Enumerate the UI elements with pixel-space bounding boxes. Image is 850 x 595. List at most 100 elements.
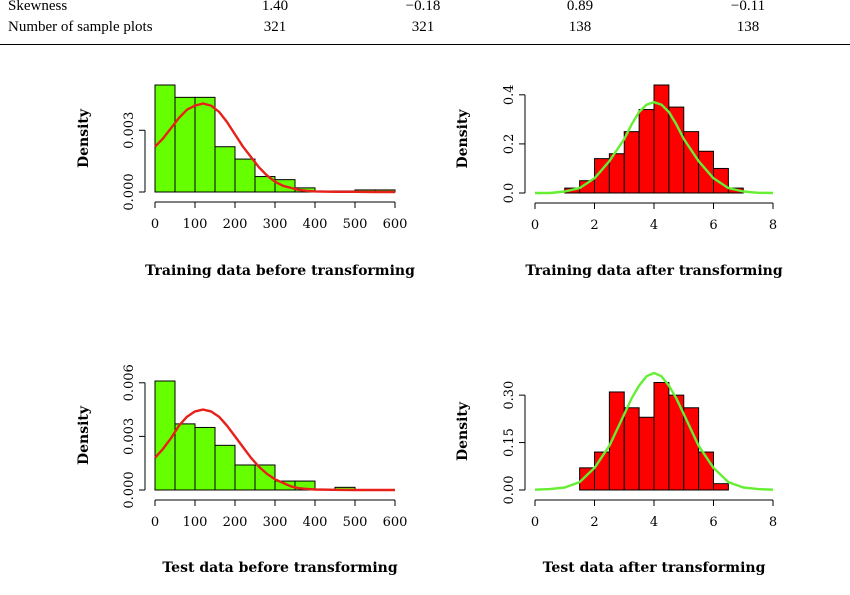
y-tick-label: 0.2 (502, 134, 517, 155)
histogram-bar (194, 426, 216, 491)
x-tick-label: 100 (183, 217, 208, 232)
x-tick-label: 6 (709, 218, 717, 233)
histogram-bar (174, 423, 196, 491)
y-tick: 0.4 (502, 84, 525, 105)
x-tick-label: 2 (590, 218, 598, 233)
histogram-bar (214, 444, 236, 491)
x-axis-label: Test data before transforming (162, 560, 397, 576)
y-tick-label: 0.30 (502, 381, 517, 410)
histogram-bar (254, 464, 276, 491)
histogram-bar (194, 96, 216, 193)
x-tick-label: 4 (650, 218, 658, 233)
x-tick-label: 300 (263, 217, 288, 232)
x-tick-label: 0 (531, 515, 539, 530)
x-tick: 6 (709, 203, 718, 233)
summary-table: Skewness 1.40 −0.18 0.89 −0.11 Number of… (0, 0, 850, 45)
y-tick-label: 0.000 (122, 471, 137, 508)
x-tick: 4 (650, 203, 658, 233)
x-tick: 400 (303, 500, 328, 530)
histogram-bar (638, 109, 655, 194)
density-curve (534, 371, 774, 491)
x-tick-label: 300 (263, 515, 288, 530)
table-cell: 138 (568, 19, 592, 35)
y-tick: 0.006 (122, 364, 145, 401)
y-tick-label: 0.0 (502, 183, 517, 204)
x-tick-label: 500 (343, 515, 368, 530)
x-tick-label: 8 (769, 515, 777, 530)
y-tick: 0.2 (502, 134, 525, 155)
y-tick: 0.0 (502, 183, 525, 204)
x-tick-label: 6 (709, 515, 717, 530)
y-tick: 0.000 (122, 471, 145, 509)
x-tick: 6 (709, 500, 718, 530)
x-tick-label: 200 (223, 515, 248, 530)
y-axis-label: Density (455, 401, 471, 461)
table-cell: −0.11 (730, 0, 766, 14)
x-tick: 600 (383, 202, 407, 232)
table-cell: −0.18 (405, 0, 441, 14)
x-tick: 0 (151, 202, 159, 232)
x-tick-label: 600 (383, 515, 408, 530)
histogram-bar (294, 480, 316, 491)
chart-panel-2: 0 2 4 6 8 0.0 0.2 0.4 Training data after transf… (455, 84, 783, 279)
x-tick-label: 0 (151, 515, 159, 530)
y-tick: 0.30 (502, 381, 525, 410)
x-tick-label: 400 (303, 515, 328, 530)
y-tick-label: 0.00 (502, 476, 517, 505)
x-tick-label: 100 (183, 515, 208, 530)
chart-panel-4: 0 2 4 6 8 0.00 0.15 0.30 Test data after transfo… (455, 371, 777, 576)
x-tick: 300 (263, 500, 288, 530)
table-row-skewness: Skewness 1.40 −0.18 0.89 −0.11 (0, 0, 850, 18)
y-tick-label: 0.000 (122, 173, 137, 210)
histogram-bar (683, 407, 700, 491)
y-tick: 0.003 (122, 112, 145, 149)
histogram-bar (653, 84, 670, 194)
x-tick: 300 (263, 202, 288, 232)
x-tick-label: 2 (590, 515, 598, 530)
x-tick-label: 0 (531, 218, 539, 233)
histogram-bar (653, 381, 670, 491)
x-tick: 600 (383, 500, 408, 530)
y-tick-label: 0.15 (502, 428, 517, 457)
chart-panel-1: 0 100 200 300 400 500 600 0.000 0.003 Training da… (76, 84, 415, 279)
histogram-bar (214, 146, 236, 193)
x-tick: 500 (343, 500, 368, 530)
x-tick: 100 (183, 500, 208, 530)
table-row-sample-plots: Number of sample plots 321 321 138 138 (0, 19, 850, 39)
density-curve (535, 100, 774, 195)
y-tick: 0.15 (502, 428, 525, 457)
x-tick: 200 (223, 500, 248, 530)
y-tick: 0.003 (122, 418, 145, 455)
y-tick-label: 0.4 (502, 84, 517, 105)
histogram-bar (698, 150, 714, 194)
y-tick-label: 0.006 (122, 364, 137, 401)
x-tick-label: 0 (151, 217, 159, 232)
y-tick: 0.000 (122, 173, 145, 211)
table-cell: 0.89 (566, 0, 594, 14)
x-tick: 4 (650, 500, 658, 530)
x-tick-label: 500 (343, 217, 368, 232)
x-tick: 2 (590, 500, 599, 530)
x-axis-label: Training data before transforming (145, 263, 415, 279)
y-tick-label: 0.003 (122, 418, 137, 455)
histogram-bar (234, 464, 256, 491)
x-tick: 8 (769, 203, 777, 233)
x-tick: 100 (183, 202, 208, 232)
y-tick-label: 0.003 (122, 112, 137, 149)
table-cell: 1.40 (261, 0, 289, 14)
x-tick-label: 400 (303, 217, 328, 232)
x-tick: 500 (343, 202, 368, 232)
x-axis-label: Training data after transforming (525, 263, 783, 279)
x-tick-label: 8 (769, 218, 777, 233)
histogram-bar (668, 106, 685, 194)
x-tick-label: 200 (223, 217, 248, 232)
x-tick-label: 4 (650, 515, 658, 530)
histogram-bar (623, 131, 640, 194)
histogram-bar (623, 407, 640, 491)
y-axis-label: Density (76, 108, 92, 168)
x-tick: 200 (223, 202, 248, 232)
x-axis-label: Test data after transforming (543, 560, 766, 576)
x-tick: 8 (769, 500, 777, 530)
histogram-bar (713, 483, 729, 491)
